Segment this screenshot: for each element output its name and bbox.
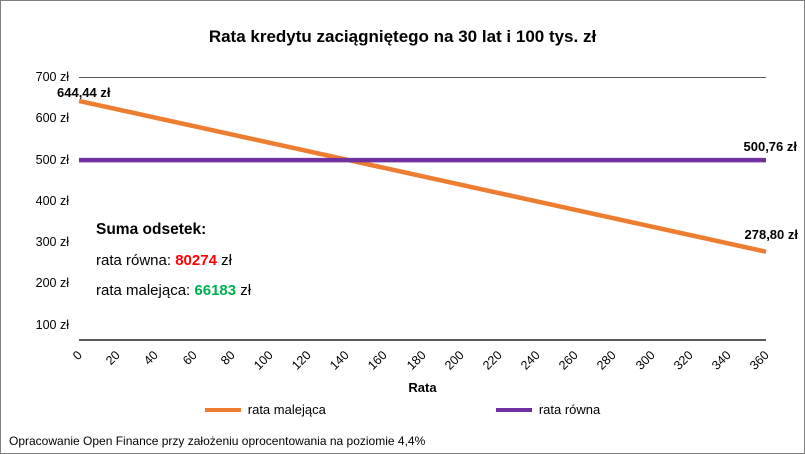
summary-row-decreasing: rata malejąca: 66183 zł: [96, 282, 251, 299]
x-axis-tick-label: 140: [327, 348, 353, 373]
x-axis-tick-label: 340: [709, 348, 734, 373]
y-axis-tick-label: 300 zł: [35, 235, 69, 249]
series-lines: [78, 98, 767, 254]
interest-summary: Suma odsetek: rata równa: 80274 zł rata …: [96, 221, 251, 312]
legend-label: rata równa: [538, 402, 601, 417]
x-axis-tick-label: 60: [179, 348, 200, 368]
source-note: Opracowanie Open Finance przy założeniu …: [9, 434, 426, 448]
x-axis-tick-label: 20: [103, 348, 124, 368]
y-axis-tick-label: 700 zł: [35, 70, 69, 84]
data-label-equal-installment: 500,76 zł: [743, 139, 798, 154]
legend-line-swatch: [495, 407, 532, 412]
summary-row-equal: rata równa: 80274 zł: [96, 252, 251, 269]
summary-suffix-equal: zł: [221, 252, 232, 269]
legend-label: rata malejąca: [247, 402, 326, 417]
chart-title: Rata kredytu zaciągniętego na 30 lat i 1…: [208, 27, 597, 46]
x-axis-tick-label: 360: [747, 348, 772, 373]
summary-value-equal: 80274: [175, 252, 217, 269]
y-axis-tick-label: 200 zł: [35, 276, 69, 291]
x-axis-tick-label: 260: [556, 348, 582, 373]
x-axis-tick-label: 80: [217, 348, 238, 368]
chart-legend: rata malejąca rata równa: [1, 402, 804, 417]
x-axis-tick-label: 220: [480, 348, 505, 373]
legend-line-swatch: [204, 407, 241, 412]
x-axis-tick-label: 40: [141, 348, 162, 368]
x-axis-tick-label: 120: [289, 348, 314, 373]
y-axis-tick-label: 500 zł: [35, 152, 69, 167]
data-label-end-decreasing: 278,80 zł: [744, 227, 799, 242]
x-axis-tick-label: 240: [518, 348, 543, 373]
summary-suffix-decreasing: zł: [240, 282, 252, 299]
x-axis-tick-label: 180: [403, 348, 429, 373]
y-axis-tick-label: 100 zł: [35, 317, 69, 332]
data-label-start-decreasing: 644,44 zł: [57, 85, 111, 100]
summary-label-equal: rata równa:: [96, 252, 172, 269]
x-axis-tick-label: 0: [70, 348, 85, 363]
y-axis-tick-label: 600 zł: [35, 111, 69, 126]
summary-value-decreasing: 66183: [194, 282, 237, 299]
summary-heading: Suma odsetek:: [96, 221, 207, 238]
x-axis-tick-label: 300: [632, 348, 658, 373]
summary-label-decreasing: rata malejąca:: [96, 282, 191, 299]
plot-area: [78, 77, 767, 341]
x-axis-tick-label: 280: [594, 348, 620, 373]
legend-item: rata równa: [495, 402, 601, 417]
x-axis-title: Rata: [408, 380, 437, 395]
y-axis-tick-label: 400 zł: [35, 193, 69, 208]
legend-item: rata malejąca: [204, 402, 326, 417]
x-axis-tick-label: 320: [670, 348, 696, 373]
series-line-rata-malejąca: [78, 98, 767, 254]
x-axis-tick-label: 100: [251, 348, 276, 373]
x-axis-tick-label: 200: [441, 348, 467, 373]
x-axis-tick-label: 160: [365, 348, 391, 373]
